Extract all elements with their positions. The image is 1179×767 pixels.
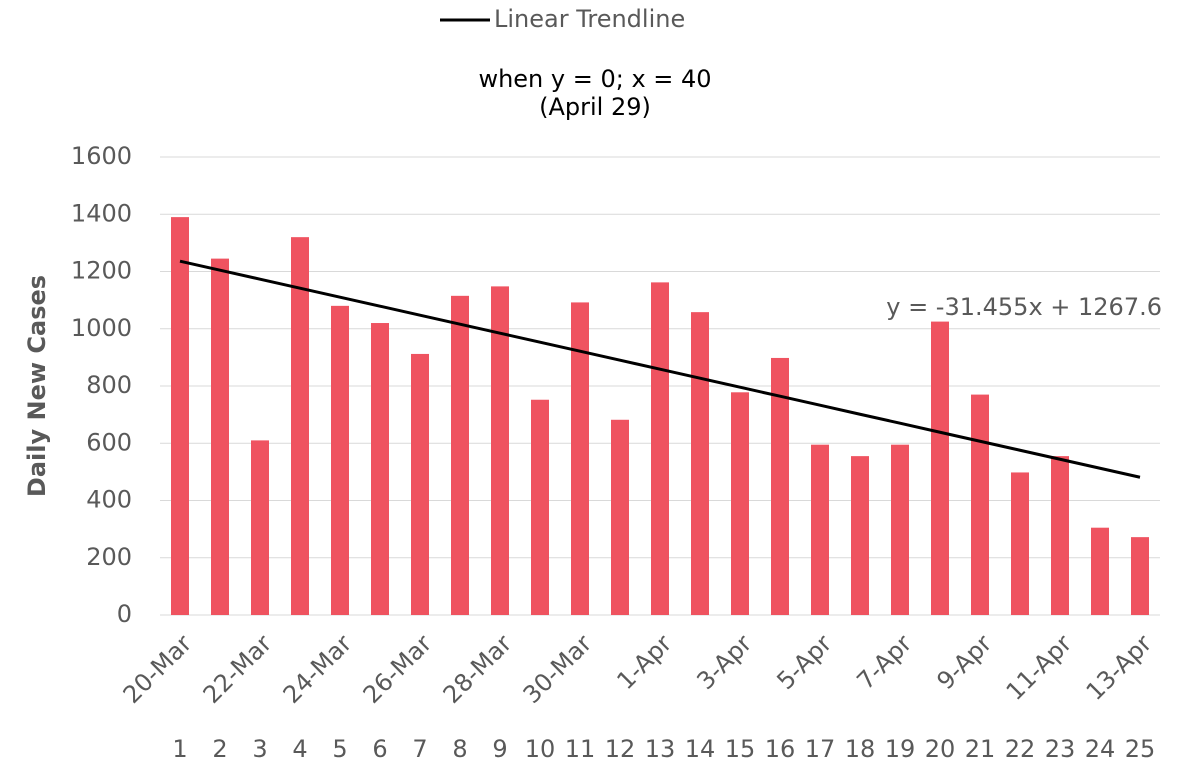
x-tick-label: 5-Apr [771, 629, 837, 695]
x-tick-label: 28-Mar [438, 629, 518, 709]
bar [851, 456, 869, 615]
y-tick-label: 1200 [71, 257, 132, 285]
y-tick-label: 1000 [71, 314, 132, 342]
x-index-label: 22 [1005, 735, 1036, 763]
x-index-label: 18 [845, 735, 876, 763]
x-index-label: 9 [492, 735, 507, 763]
x-index-label: 17 [805, 735, 836, 763]
x-index-label: 3 [252, 735, 267, 763]
x-index-label: 25 [1125, 735, 1156, 763]
bar [1051, 456, 1069, 615]
x-tick-label: 13-Apr [1081, 629, 1158, 706]
x-index-label: 20 [925, 735, 956, 763]
x-tick-label: 9-Apr [931, 629, 997, 695]
bar [291, 237, 309, 615]
x-tick-label: 11-Apr [1001, 629, 1078, 706]
annotation: when y = 0; x = 40 [478, 65, 711, 93]
x-tick-label: 24-Mar [278, 629, 358, 709]
x-tick-label: 26-Mar [358, 629, 438, 709]
x-index-label: 15 [725, 735, 756, 763]
y-tick-label: 800 [86, 371, 132, 399]
bar [1091, 527, 1109, 615]
x-index-label: 19 [885, 735, 916, 763]
bar [731, 392, 749, 615]
bar [1131, 537, 1149, 615]
y-tick-label: 600 [86, 428, 132, 456]
x-tick-label: 30-Mar [518, 629, 598, 709]
trendline [179, 259, 1141, 479]
x-index-label: 13 [645, 735, 676, 763]
x-index-label: 4 [292, 735, 307, 763]
x-tick-label: 1-Apr [611, 629, 677, 695]
equation: y = -31.455x + 1267.6 [886, 293, 1162, 321]
bar [331, 305, 349, 615]
bar [971, 394, 989, 615]
legend-label: Linear Trendline [494, 5, 685, 33]
bar [651, 282, 669, 615]
bar [411, 353, 429, 615]
bar [891, 444, 909, 615]
bar [691, 312, 709, 615]
y-tick-label: 200 [86, 543, 132, 571]
x-index-label: 11 [565, 735, 596, 763]
y-tick-label: 1600 [71, 142, 132, 170]
y-tick-label: 400 [86, 486, 132, 514]
y-axis-label: Daily New Cases [23, 275, 51, 497]
bar [451, 295, 469, 615]
x-index-label: 23 [1045, 735, 1076, 763]
x-tick-label: 22-Mar [198, 629, 278, 709]
x-index-label: 24 [1085, 735, 1116, 763]
bar [771, 357, 789, 615]
bar [171, 217, 189, 616]
bar [371, 323, 389, 615]
bar [531, 399, 549, 615]
y-tick-label: 0 [117, 600, 132, 628]
y-tick-label: 1400 [71, 199, 132, 227]
x-index-label: 1 [172, 735, 187, 763]
bar [251, 440, 269, 615]
x-index-label: 14 [685, 735, 716, 763]
bar [211, 258, 229, 615]
x-index-label: 10 [525, 735, 556, 763]
x-tick-label: 3-Apr [691, 629, 757, 695]
x-index-label: 7 [412, 735, 427, 763]
x-index-label: 2 [212, 735, 227, 763]
x-index-label: 12 [605, 735, 636, 763]
x-index-label: 5 [332, 735, 347, 763]
bar [931, 321, 949, 615]
x-index-label: 6 [372, 735, 387, 763]
x-index-label: 16 [765, 735, 796, 763]
x-tick-label: 20-Mar [118, 629, 198, 709]
bar [1011, 472, 1029, 615]
annotation: (April 29) [539, 93, 651, 121]
bar [491, 286, 509, 615]
bar [611, 419, 629, 615]
x-tick-label: 7-Apr [851, 629, 917, 695]
bar [571, 302, 589, 615]
bar [811, 444, 829, 615]
x-index-label: 21 [965, 735, 996, 763]
x-index-label: 8 [452, 735, 467, 763]
